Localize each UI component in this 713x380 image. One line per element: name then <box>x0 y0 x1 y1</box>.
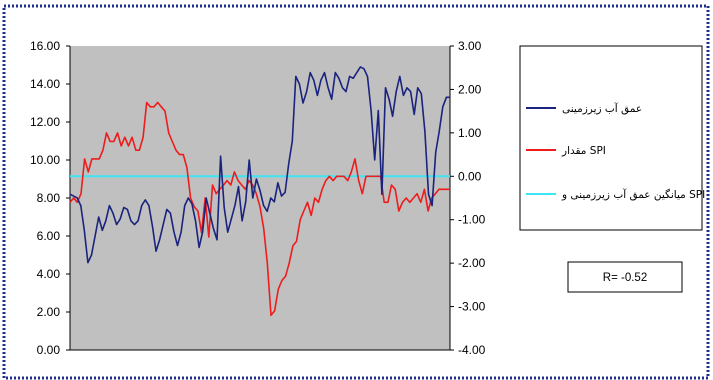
left-tick-label: 6.00 <box>37 229 61 243</box>
legend-label-spi: مقدار SPI <box>561 145 606 157</box>
right-tick-label: -2.00 <box>458 256 486 270</box>
spi-line <box>69 101 450 317</box>
right-tick-label: -1.00 <box>458 213 486 227</box>
left-tick-label: 10.00 <box>30 153 60 167</box>
left-axis-ticks: 16.00 14.00 12.00 10.00 8.00 6.00 4.00 2.00 0.00 <box>30 39 70 357</box>
left-tick-label: 12.00 <box>30 115 60 129</box>
chart-area-border <box>2 4 710 380</box>
legend-label-groundwater: عمق آب زیرزمینی <box>562 102 642 115</box>
legend-box <box>519 45 703 231</box>
left-tick-label: 2.00 <box>37 305 61 319</box>
right-tick-label: 1.00 <box>458 126 482 140</box>
right-tick-label: 3.00 <box>458 39 482 53</box>
groundwater-depth-line <box>69 66 450 264</box>
left-tick-label: 8.00 <box>37 191 61 205</box>
right-tick-label: 0.00 <box>458 169 482 183</box>
left-tick-label: 14.00 <box>30 77 60 91</box>
left-tick-label: 4.00 <box>37 267 61 281</box>
right-tick-label: -3.00 <box>458 300 486 314</box>
plot-area <box>70 46 450 350</box>
right-tick-label: -4.00 <box>458 343 486 357</box>
left-tick-label: 0.00 <box>37 343 61 357</box>
right-tick-label: 2.00 <box>458 82 482 96</box>
right-axis-ticks: 3.00 2.00 1.00 0.00 -1.00 -2.00 -3.00 -4.00 <box>450 39 486 357</box>
correlation-box <box>567 261 683 293</box>
correlation-label: R= -0.52 <box>603 272 647 284</box>
series-layer <box>69 66 450 317</box>
left-tick-label: 16.00 <box>30 39 60 53</box>
legend-label-mean: میانگین عمق آب زیرزمینی و SPI <box>561 188 705 201</box>
